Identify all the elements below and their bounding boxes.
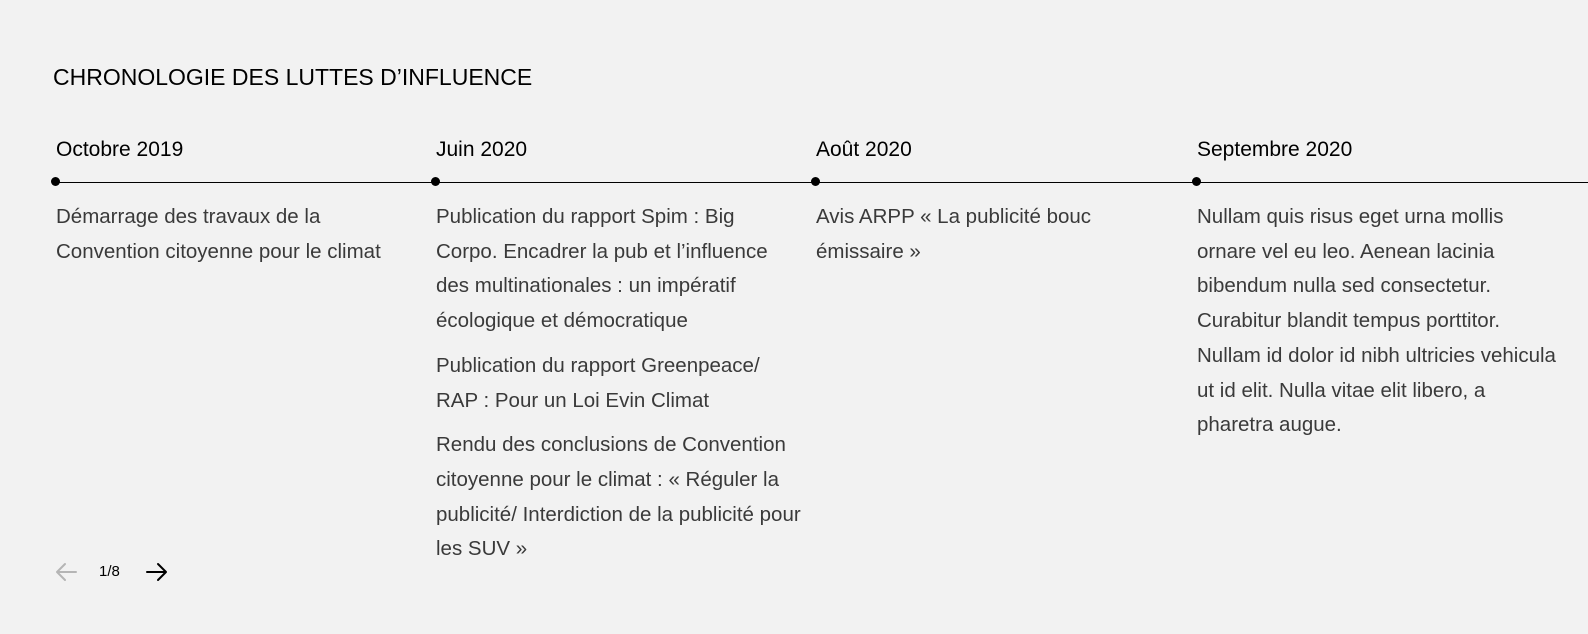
timeline-event: Nullam quis risus eget urna mollis ornar…	[1197, 205, 1556, 437]
timeline-events: Nullam quis risus eget urna mollis ornar…	[1197, 200, 1557, 443]
timeline-column-sep-2020: Septembre 2020 Nullam quis risus eget ur…	[1192, 136, 1557, 453]
next-button[interactable]	[144, 559, 170, 585]
timeline-event: Publication du rapport Spim : Big Corpo.…	[436, 205, 768, 333]
arrow-left-icon	[56, 563, 77, 581]
timeline-date: Octobre 2019	[56, 138, 184, 161]
arrow-right-icon	[145, 563, 167, 581]
prev-button[interactable]	[53, 559, 79, 585]
timeline-event: Publication du rapport Greenpeace/ RAP :…	[436, 353, 760, 412]
timeline-dot	[51, 177, 60, 186]
timeline-column-aug-2020: Août 2020 Avis ARPP « La publicité bouc …	[811, 136, 1181, 279]
timeline-dot	[1192, 177, 1201, 186]
timeline-dot	[811, 177, 820, 186]
timeline-dot	[431, 177, 440, 186]
timeline-column-jun-2020: Juin 2020 Publication du rapport Spim : …	[431, 136, 801, 577]
timeline-events: Avis ARPP « La publicité bouc émissaire …	[816, 200, 1181, 269]
timeline-column-oct-2019: Octobre 2019 Démarrage des travaux de la…	[51, 136, 421, 279]
timeline-axis-line	[55, 182, 1588, 183]
page-indicator: 1/8	[99, 563, 120, 580]
timeline-event: Démarrage des travaux de la Convention c…	[56, 205, 381, 263]
timeline-event: Avis ARPP « La publicité bouc émissaire …	[816, 205, 1092, 263]
timeline-events: Publication du rapport Spim : Big Corpo.…	[436, 200, 801, 567]
timeline-events: Démarrage des travaux de la Convention c…	[56, 200, 421, 269]
timeline-date: Juin 2020	[436, 138, 528, 161]
timeline-event: Rendu des conclusions de Convention cito…	[436, 433, 801, 561]
timeline-date: Septembre 2020	[1197, 138, 1353, 161]
timeline-date: Août 2020	[816, 138, 912, 161]
section-title: CHRONOLOGIE DES LUTTES D’INFLUENCE	[53, 64, 533, 90]
timeline-pager: 1/8	[53, 558, 170, 586]
